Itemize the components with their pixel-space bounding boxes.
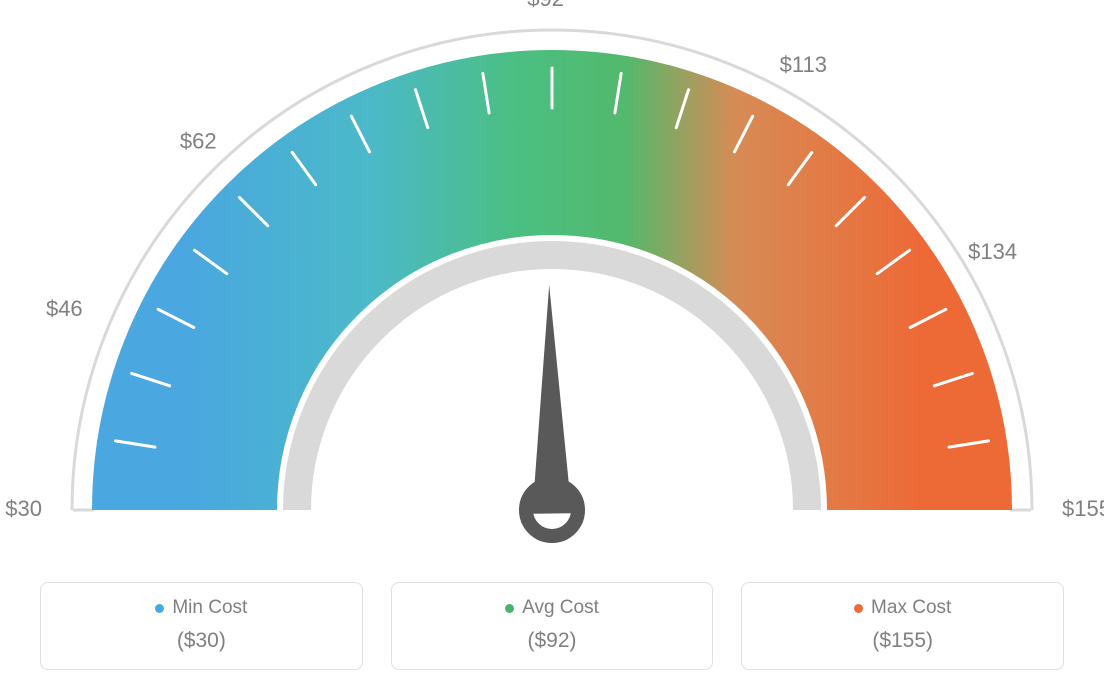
legend-max-label-text: Max Cost — [871, 597, 951, 619]
dot-icon — [155, 604, 164, 613]
dot-icon — [854, 604, 863, 613]
legend-card-avg: Avg Cost ($92) — [391, 582, 714, 670]
legend-label-min: Min Cost — [155, 597, 247, 619]
legend-avg-label-text: Avg Cost — [522, 597, 599, 619]
gauge-tick-label: $134 — [968, 239, 1017, 264]
gauge-tick-label: $62 — [180, 128, 217, 153]
cost-gauge-chart: $30 $46 $62 $92 $113 $134 $155 Min Cost ($30) … — [0, 0, 1104, 690]
gauge-tick-label: $30 — [5, 496, 42, 521]
legend-label-max: Max Cost — [854, 597, 951, 619]
legend-max-value: ($155) — [752, 629, 1053, 653]
dot-icon — [505, 604, 514, 613]
legend-card-max: Max Cost ($155) — [741, 582, 1064, 670]
gauge-tick-label: $46 — [46, 296, 83, 321]
legend-card-min: Min Cost ($30) — [40, 582, 363, 670]
gauge-tick-label: $113 — [780, 52, 827, 77]
gauge-tick-label: $155 — [1062, 496, 1104, 521]
legend-min-value: ($30) — [51, 629, 352, 653]
gauge-svg: $30 $46 $62 $92 $113 $134 $155 — [0, 0, 1104, 575]
legend-label-avg: Avg Cost — [505, 597, 599, 619]
legend-min-label-text: Min Cost — [172, 597, 247, 619]
legend-row: Min Cost ($30) Avg Cost ($92) Max Cost (… — [40, 582, 1064, 670]
gauge-tick-label: $92 — [527, 0, 564, 11]
legend-avg-value: ($92) — [402, 629, 703, 653]
